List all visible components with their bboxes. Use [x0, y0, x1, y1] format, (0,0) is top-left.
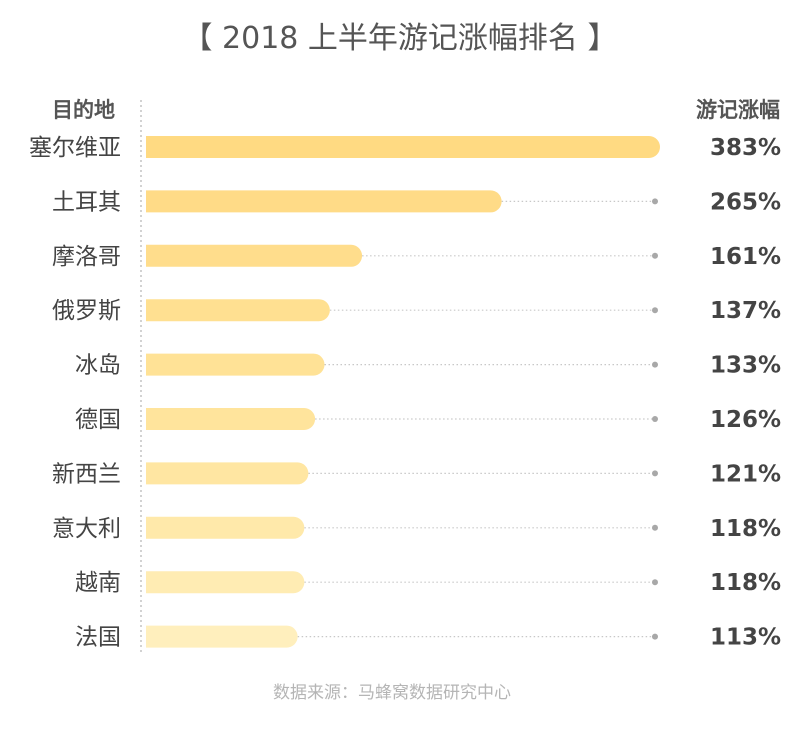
leader-end-dot — [652, 524, 658, 531]
value-label: 383% — [710, 135, 781, 161]
bar — [146, 299, 330, 322]
value-label: 137% — [710, 298, 781, 324]
value-label: 118% — [710, 570, 781, 596]
bar-row: 德国 126% — [75, 407, 781, 433]
bar-row: 法国 113% — [75, 625, 781, 651]
value-label: 121% — [710, 461, 781, 487]
bar — [146, 408, 316, 430]
category-label: 土耳其 — [52, 189, 121, 215]
category-label: 新西兰 — [52, 461, 121, 487]
category-label: 塞尔维亚 — [29, 135, 121, 161]
leader-end-dot — [652, 307, 658, 314]
leader-end-dot — [652, 252, 658, 259]
bar — [146, 571, 305, 594]
bar-row: 意大利 118% — [52, 516, 781, 542]
leader-end-dot — [652, 361, 658, 368]
bar — [146, 190, 502, 213]
category-label: 越南 — [75, 570, 121, 596]
category-label: 意大利 — [52, 516, 121, 542]
bar — [146, 516, 305, 539]
category-label: 摩洛哥 — [52, 244, 121, 270]
category-label: 德国 — [75, 407, 121, 433]
chart-title: 【 2018 上半年游记涨幅排名 】 — [183, 21, 618, 56]
value-label: 126% — [710, 407, 781, 433]
bar-row: 塞尔维亚 383% — [29, 135, 781, 161]
leader-end-dot — [652, 633, 658, 640]
value-label: 161% — [710, 244, 781, 270]
category-column-header: 目的地 — [52, 98, 115, 122]
value-column-header: 游记涨幅 — [696, 98, 780, 122]
bar-row: 冰岛 133% — [75, 353, 781, 379]
leader-end-dot — [652, 579, 658, 586]
leader-end-dot — [652, 416, 658, 422]
bar-row: 摩洛哥 161% — [52, 244, 781, 270]
bar — [146, 244, 363, 267]
source-note: 数据来源：马蜂窝数据研究中心 — [273, 683, 511, 703]
leader-end-dot — [652, 198, 658, 205]
value-label: 265% — [710, 189, 781, 215]
bar-row: 新西兰 121% — [52, 461, 781, 487]
category-label: 冰岛 — [75, 353, 121, 379]
bar — [146, 462, 309, 485]
category-label: 俄罗斯 — [52, 298, 121, 324]
bar — [146, 625, 298, 648]
value-label: 113% — [710, 625, 781, 651]
category-label: 法国 — [75, 625, 121, 651]
leader-end-dot — [652, 470, 658, 477]
bar — [146, 136, 660, 158]
bar-row: 土耳其 265% — [52, 189, 781, 215]
bars: 塞尔维亚 383% 土耳其 265% 摩洛哥 161% 俄罗斯 137% 冰岛 133% 德国 126… — [29, 135, 781, 651]
bar-row: 俄罗斯 137% — [52, 298, 781, 324]
value-label: 133% — [710, 353, 781, 379]
bar-row: 越南 118% — [75, 570, 781, 596]
value-label: 118% — [710, 516, 781, 542]
bar — [146, 353, 325, 376]
